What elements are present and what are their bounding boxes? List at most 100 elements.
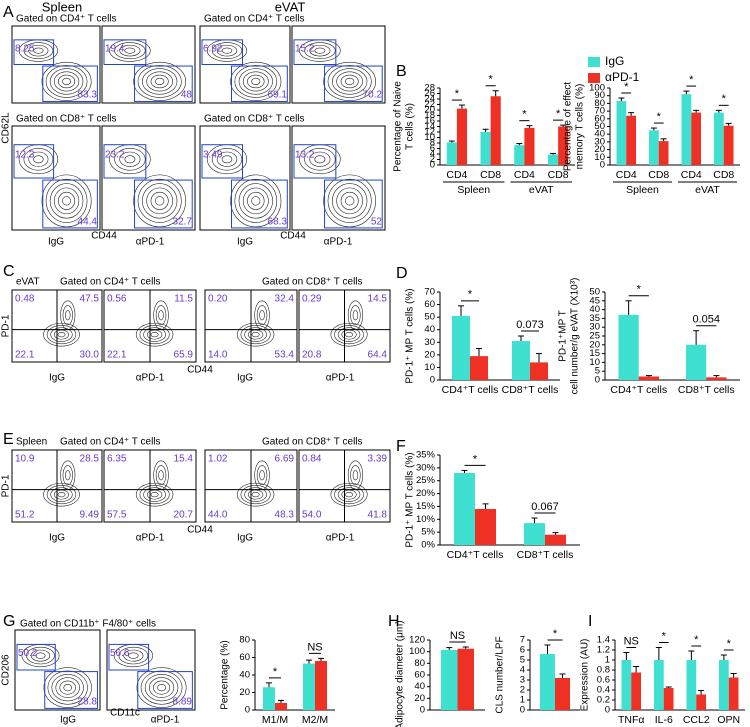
contour [256,305,268,326]
condition-label: IgG [60,715,76,726]
significance-label: * [624,81,629,93]
bar [457,648,474,710]
x-axis-label: CD44 [280,231,306,242]
bar [275,703,287,710]
contour [309,44,331,57]
contour [65,470,71,481]
bar [524,127,535,165]
bar [480,132,491,165]
y-axis-label: CD206 [1,654,12,686]
group-label: Spleen [626,184,659,196]
contour [53,71,80,92]
contour [51,673,84,702]
contour [314,155,326,164]
gate [231,65,288,102]
legend-swatch [588,57,600,67]
contour [50,487,73,502]
y-axis-label: Percentage of effect [563,82,574,172]
gate [137,671,193,709]
x-tick-label: M2/M [302,714,328,726]
x-tick-label: CD8⁺T cells [502,384,559,396]
gate [44,671,98,709]
contour [43,667,92,708]
bar [530,362,548,380]
contour [259,310,265,321]
x-tick-label: M1/M [262,714,288,726]
gate-value: 54.0 [302,510,322,521]
bar [723,125,734,165]
contour [146,187,173,215]
y-tick-label: 6 [430,143,435,154]
significance-label: NS [307,641,322,653]
y-tick-label: 40 [414,681,425,692]
bar [555,678,570,710]
y-tick-label: 80 [594,98,605,109]
contour [123,649,144,662]
y-tick-label: 50 [589,287,600,298]
gate [16,643,56,671]
contour [150,74,169,89]
contour [62,196,71,206]
y-tick-label: 16 [424,116,435,127]
condition-label: IgG [237,533,253,544]
gate-value: 41.8 [368,510,388,521]
condition-label: αPD-1 [136,373,165,384]
bar [475,509,496,545]
gate-value: 47.5 [80,294,100,305]
y-axis-label: cell number/g eVAT (X10³) [570,278,581,395]
x-tick-label: CD8 [548,169,569,181]
y-tick-label: 40 [424,324,435,335]
contour [309,151,331,167]
contour [49,68,84,95]
y-tick-label: 0 [595,375,600,386]
gate-value: 0.20 [208,294,228,305]
bar [658,141,669,165]
y-tick-label: 40 [589,304,600,315]
contour [49,183,84,219]
condition-label: αPD-1 [151,715,180,726]
gate-heading: Gated on CD4⁺ T cells [60,437,161,448]
contour [244,327,267,342]
contour [58,191,76,210]
contour [337,487,361,502]
gate-value: 65.9 [174,350,194,361]
x-tick-label: CD4⁺T cells [610,384,667,396]
contour [136,667,187,708]
gate-value: 11.5 [174,294,193,305]
y-tick-label: 60 [239,652,250,663]
significance-label: * [488,74,493,86]
gate-value: 28.8 [78,697,98,708]
gate [103,144,147,179]
significance-label: * [553,628,558,640]
x-tick-label: CD4 [514,169,535,181]
y-tick-label: 12 [424,127,435,138]
bar [706,377,727,380]
contour [50,327,73,342]
y-tick-label: 40 [594,129,605,140]
y-tick-label: 10 [424,132,435,143]
y-tick-label: 40 [239,670,250,681]
x-tick-label: TNFα [618,714,644,726]
contour [221,47,233,54]
y-tick-label: 1 [520,695,525,706]
contour [46,485,77,505]
panel-letter: H [388,613,400,630]
significance-label: * [637,284,642,296]
y-tick-label: 1 [605,655,610,666]
y-tick-label: 120 [409,635,425,646]
bar [618,314,639,380]
gate-value: 44.4 [78,217,98,228]
contour [251,492,260,498]
contour [53,187,80,215]
contour [242,71,269,92]
gate-value: 56.6 [110,648,130,659]
y-tick-label: 5 [520,655,525,666]
gate-value: 44.0 [208,510,228,521]
contour [137,65,182,98]
y-tick-label: 4 [520,665,525,676]
contour [63,683,72,692]
bar [545,534,566,545]
y-tick-label: 10 [589,357,600,368]
y-axis-label: memory T cells (%) [575,84,586,170]
panel-letter: G [3,613,15,630]
